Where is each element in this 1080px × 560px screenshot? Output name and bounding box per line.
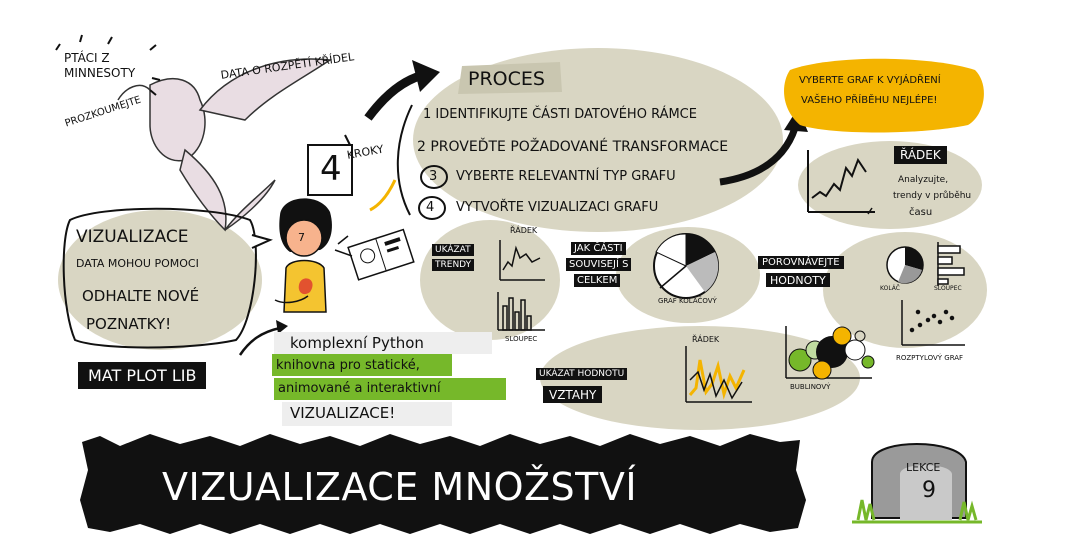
compare-pie-caption: KOLÁČ [880, 285, 900, 292]
compare-bars-caption: SLOUPEC [934, 285, 962, 292]
matplotlib-desc2: knihovna pro statické, [276, 358, 420, 373]
teacher-face-number: 7 [298, 231, 305, 244]
line-panel-desc2: trendy v průběhu [893, 191, 972, 201]
relations-label-line1: UKÁZAT HODNOTU [536, 368, 628, 380]
relations-label-line2: VZTAHY [543, 386, 603, 403]
step3-circle [420, 165, 448, 189]
matplotlib-desc4: VIZUALIZACE! [290, 404, 396, 422]
bird-label-frame [55, 34, 161, 96]
trends-label-line2: TRENDY [432, 259, 475, 271]
line-panel-chart [807, 150, 875, 215]
bird-illustration [117, 58, 333, 232]
matplotlib-desc3: animované a interaktivní [278, 381, 441, 396]
teacher-illustration [274, 198, 415, 313]
viz-bubble-line2: ODHALTE NOVÉ [82, 287, 200, 305]
parts-label-line2: SOUVISEJÍ S [566, 258, 632, 271]
process-blob [413, 48, 783, 232]
compare-scatter [901, 300, 965, 346]
bubble-chart-caption: BUBLINOVÝ [790, 383, 831, 391]
matplotlib-grey-box-2 [282, 402, 452, 426]
process-step-4: VYTVOŘTE VIZUALIZACI GRAFU [456, 200, 659, 215]
process-step-3-number: 3 [429, 169, 438, 184]
matplotlib-desc1: komplexní Python [290, 334, 424, 352]
bird-title-line2: MINNESOTY [64, 66, 136, 80]
line-panel-desc1: Analyzujte, [898, 175, 949, 185]
viz-bubble-tail [251, 234, 273, 249]
line-panel-title: ŘÁDEK [894, 146, 947, 164]
process-step-2: 2 PROVEĎTE POŽADOVANÉ TRANSFORMACE [417, 139, 729, 155]
parts-label-line1: JAK ČÁSTI [571, 242, 626, 255]
arrow-to-matplotlib [238, 326, 281, 356]
lesson-number: 9 [922, 478, 936, 503]
compare-label-line2: HODNOTY [766, 273, 830, 287]
arrow-head-process [412, 60, 440, 92]
choose-graph-line2: VAŠEHO PŘÍBĚHU NEJLÉPE! [801, 95, 938, 106]
trends-column-caption: SLOUPEC [505, 335, 538, 343]
title-banner [80, 434, 806, 534]
process-step-4-number: 4 [426, 200, 435, 215]
banner-title: VIZUALIZACE MNOŽSTVÍ [162, 465, 638, 509]
lesson-tombstone [852, 443, 982, 524]
process-title: PROCES [468, 68, 545, 90]
viz-bubble-outline [62, 207, 257, 349]
proces-title-scribble [458, 62, 562, 94]
step4-circle [418, 196, 446, 220]
matplotlib-green-highlight-2 [274, 378, 506, 400]
compare-label-line1: POROVNÁVEJTE [758, 256, 844, 269]
compare-scatter-caption: ROZPTYLOVÝ GRAF [896, 354, 964, 362]
relations-line-caption: ŘÁDEK [692, 335, 720, 344]
trends-line-caption: ŘÁDEK [510, 226, 538, 235]
compare-bars [937, 242, 965, 286]
viz-bubble-line1: DATA MOHOU POMOCI [76, 257, 199, 270]
bird-title-line1: PTÁCI Z [64, 51, 110, 65]
process-step-1: 1 IDENTIFIKUJTE ČÁSTI DATOVÉHO RÁMCE [423, 107, 697, 122]
bubble-chart [785, 326, 875, 380]
process-bracket-gold [369, 179, 397, 212]
viz-bubble-title: VIZUALIZACE [76, 227, 189, 247]
matplotlib-green-highlight-1 [272, 354, 452, 376]
matplotlib-title: MAT PLOT LIB [78, 362, 207, 389]
lesson-label: LEKCE [906, 461, 941, 474]
viz-bubble-line3: POZNATKY! [86, 315, 172, 333]
compare-pie [886, 246, 924, 284]
parts-label-line3: CELKEM [574, 274, 621, 287]
pie-chart [653, 233, 719, 299]
trends-label-line1: UKÁZAT [432, 244, 474, 256]
viz-bubble-blob [58, 210, 262, 350]
trends-line-chart [499, 240, 545, 281]
line-panel-desc3: času [909, 207, 933, 218]
process-bracket [396, 104, 413, 216]
process-step-3: VYBERTE RELEVANTNÍ TYP GRAFU [456, 169, 676, 184]
choose-graph-blob [784, 58, 984, 133]
trends-column-chart [497, 292, 545, 331]
four-steps-frame [307, 134, 353, 196]
steps-count: 4 [320, 149, 342, 189]
line-panel-blob [798, 141, 982, 229]
matplotlib-grey-box-1 [274, 332, 492, 354]
relations-line-chart [685, 346, 752, 403]
arrow-to-choose [719, 126, 799, 186]
pie-chart-caption: GRAF KOLÁČOVÝ [658, 297, 717, 305]
arrow-head-matplotlib [276, 320, 288, 334]
choose-graph-line1: VYBERTE GRAF K VYJÁDŘENÍ [799, 75, 941, 86]
